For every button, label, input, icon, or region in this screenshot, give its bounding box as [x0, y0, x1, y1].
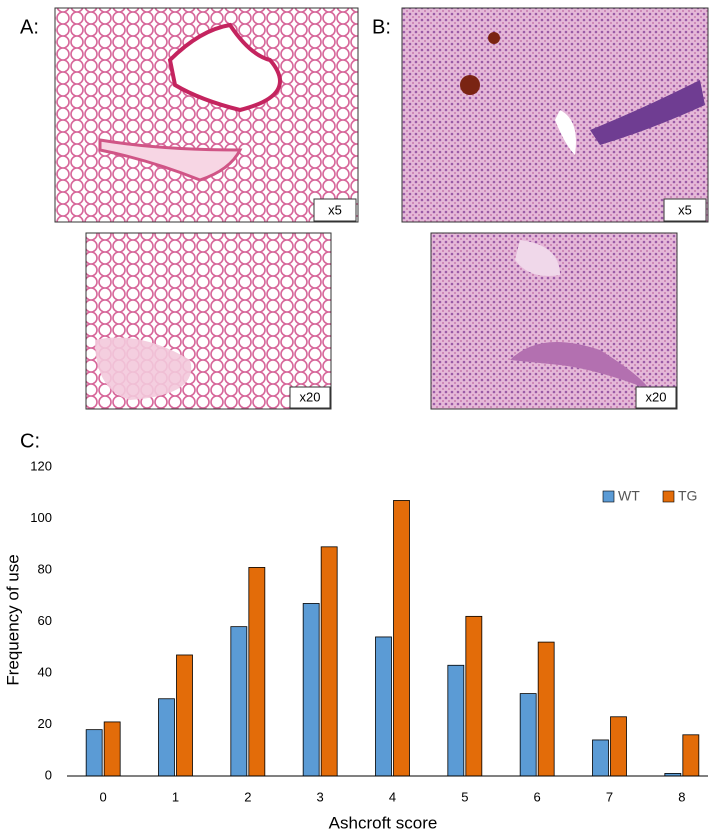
x-tick-label: 3	[317, 789, 324, 804]
x-tick-label: 2	[244, 789, 251, 804]
bar	[592, 739, 609, 777]
bar	[158, 698, 175, 777]
legend-swatch	[662, 490, 675, 503]
bar	[610, 716, 627, 777]
y-tick-label: 120	[30, 458, 52, 473]
x-tick-label: 0	[100, 789, 107, 804]
y-tick-label: 100	[30, 510, 52, 525]
y-tick-label: 80	[38, 561, 52, 576]
image-a-x20	[85, 232, 332, 410]
bar	[537, 641, 555, 777]
bar	[393, 500, 410, 777]
y-tick-label: 20	[38, 716, 52, 731]
bar	[176, 654, 193, 777]
magnification: x20	[646, 389, 667, 404]
bar	[320, 546, 338, 777]
image-a-x5	[54, 7, 359, 223]
y-tick-label: 40	[38, 664, 52, 679]
panel-label: B:	[372, 16, 391, 38]
panel-label: A:	[20, 16, 39, 38]
x-tick-label: 8	[678, 789, 685, 804]
x-tick-label: 4	[389, 789, 396, 804]
bar	[375, 636, 392, 777]
magnification: x20	[300, 389, 321, 404]
legend-label: TG	[678, 488, 697, 504]
bar	[103, 721, 121, 777]
legend-swatch	[602, 490, 615, 503]
bar	[230, 626, 248, 777]
y-tick-label: 0	[45, 767, 52, 782]
bar	[682, 734, 700, 777]
image-b-x5	[401, 7, 709, 223]
bar	[447, 664, 465, 777]
magnification: x5	[328, 202, 342, 217]
bar	[465, 615, 483, 777]
x-tick-label: 1	[172, 789, 179, 804]
y-axis-title: Frequency of use	[3, 554, 22, 685]
x-tick-label: 7	[606, 789, 613, 804]
magnification: x5	[678, 202, 692, 217]
panel-label: C:	[20, 430, 40, 452]
x-axis-title: Ashcroft score	[329, 813, 438, 832]
x-tick-label: 5	[461, 789, 468, 804]
x-tick-label: 6	[534, 789, 541, 804]
bar	[85, 729, 103, 777]
legend-label: WT	[618, 488, 640, 504]
bar	[302, 603, 320, 777]
bar	[519, 693, 537, 777]
image-b-x20	[430, 232, 678, 410]
bar	[248, 567, 266, 777]
y-tick-label: 60	[38, 613, 52, 628]
